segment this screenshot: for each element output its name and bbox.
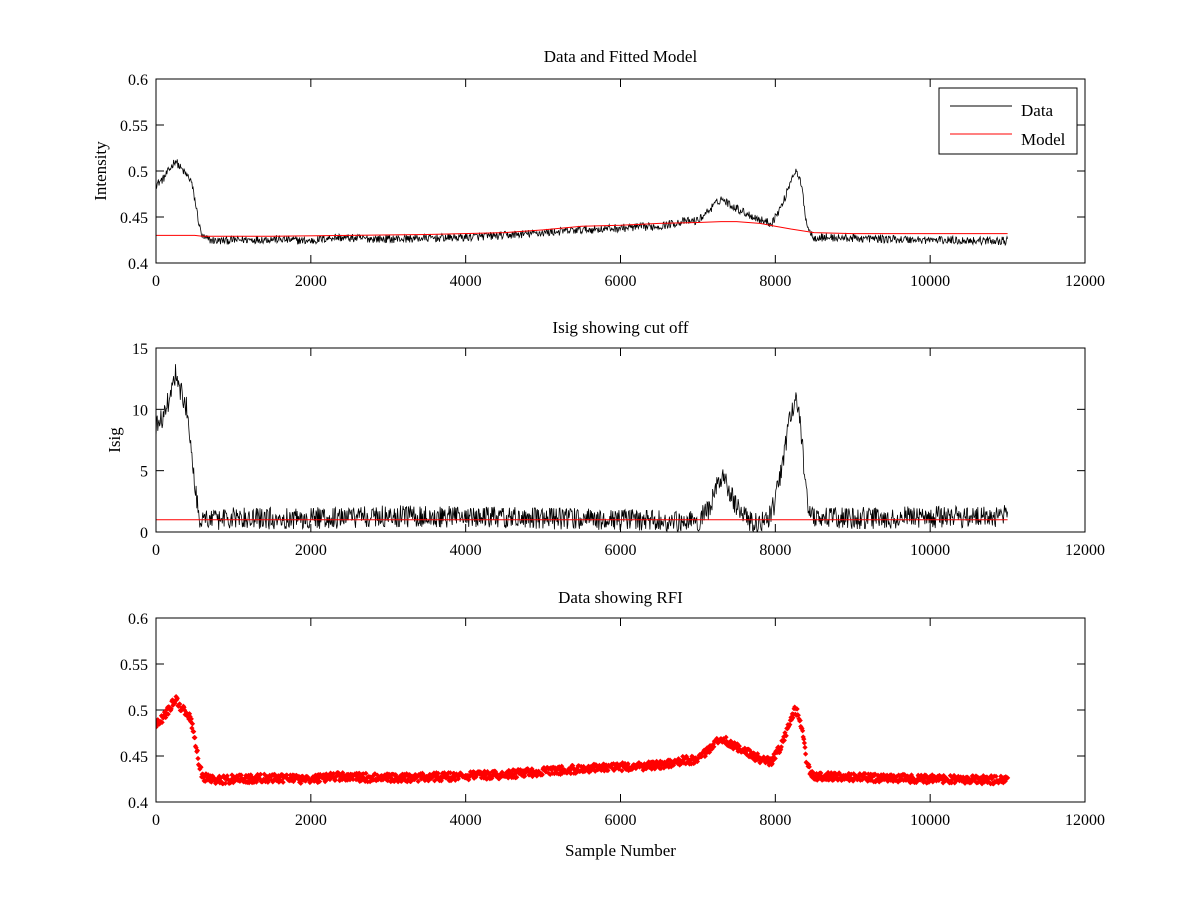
y-tick-label: 5 (140, 464, 148, 481)
axis-ticks: 0 2000 4000 6000 8000 10000 12000 0.4 0.45 0.5 0.5… (120, 611, 1105, 829)
legend-label-model: Model (1021, 130, 1066, 149)
x-tick-label: 12000 (1065, 273, 1105, 290)
x-tick-label: 6000 (605, 273, 637, 290)
x-axis-label: Sample Number (565, 841, 676, 860)
x-tick-label: 6000 (605, 542, 637, 559)
x-tick-label: 10000 (910, 542, 950, 559)
series-series-0-markers (156, 693, 1011, 787)
x-tick-label: 0 (152, 542, 160, 559)
x-tick-label: 0 (152, 273, 160, 290)
panel-data-and-model: Data and Fitted Model Intensity 0 2000 400… (91, 47, 1105, 290)
axis-ticks: 0 2000 4000 6000 8000 10000 12000 0.4 0.45 0.5 0.5… (120, 72, 1105, 290)
x-tick-label: 8000 (759, 812, 791, 829)
x-tick-label: 2000 (295, 812, 327, 829)
panel-data-rfi: Data showing RFI Sample Number 0 2000 4000… (120, 588, 1105, 860)
x-tick-label: 4000 (450, 812, 482, 829)
panel-title: Data showing RFI (558, 588, 683, 607)
y-axis-label: Intensity (91, 141, 110, 201)
panel-title: Isig showing cut off (552, 318, 688, 337)
y-tick-label: 0.4 (128, 795, 148, 812)
x-tick-label: 10000 (910, 273, 950, 290)
x-tick-label: 8000 (759, 542, 791, 559)
plot-area (156, 159, 1008, 247)
y-tick-label: 15 (132, 341, 148, 358)
x-tick-label: 12000 (1065, 812, 1105, 829)
x-tick-label: 2000 (295, 542, 327, 559)
y-tick-label: 0.45 (120, 210, 148, 227)
y-tick-label: 0.5 (128, 703, 148, 720)
plot-area (156, 364, 1008, 532)
y-tick-label: 0.4 (128, 256, 148, 273)
y-tick-label: 10 (132, 402, 148, 419)
plot-area (156, 693, 1011, 787)
y-tick-label: 0.45 (120, 749, 148, 766)
y-tick-label: 0.6 (128, 72, 148, 89)
legend-label-data: Data (1021, 101, 1054, 120)
x-tick-label: 6000 (605, 812, 637, 829)
legend-box (938, 87, 1078, 155)
y-tick-label: 0.55 (120, 657, 148, 674)
y-tick-label: 0 (140, 525, 148, 542)
legend: Data Model (938, 87, 1078, 155)
x-tick-label: 4000 (450, 542, 482, 559)
y-axis-label: Isig (105, 427, 124, 453)
x-tick-label: 12000 (1065, 542, 1105, 559)
series-model-line (156, 221, 1008, 237)
x-tick-label: 8000 (759, 273, 791, 290)
y-tick-label: 0.5 (128, 164, 148, 181)
y-tick-label: 0.55 (120, 118, 148, 135)
series-data-line (156, 159, 1008, 247)
panel-title: Data and Fitted Model (544, 47, 698, 66)
x-tick-label: 4000 (450, 273, 482, 290)
y-tick-label: 0.6 (128, 611, 148, 628)
x-tick-label: 10000 (910, 812, 950, 829)
x-tick-label: 0 (152, 812, 160, 829)
x-tick-label: 2000 (295, 273, 327, 290)
panel-isig-cutoff: Isig showing cut off Isig 0 2000 4000 6000 8… (105, 318, 1105, 559)
axis-ticks: 0 2000 4000 6000 8000 10000 12000 0 5 10 15 (132, 341, 1105, 559)
